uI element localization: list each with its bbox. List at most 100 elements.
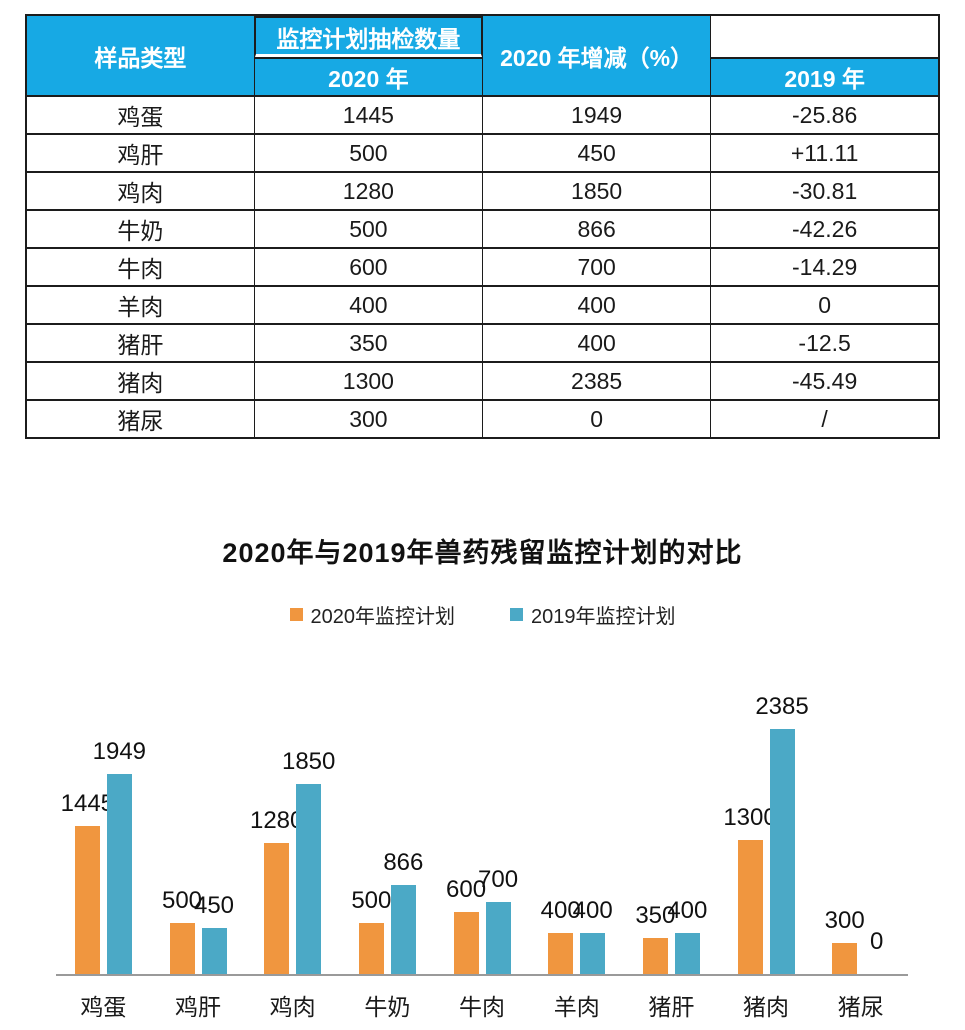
bar-group-猪尿: 300 0 xyxy=(813,725,908,974)
cell-sample-type: 鸡肉 xyxy=(25,171,255,211)
header-year-2019: 2019 年 xyxy=(710,57,940,97)
bar xyxy=(548,933,574,974)
header-change-2020: 2020 年增减（%） xyxy=(481,14,712,97)
bar-group-鸡肝: 500 450 xyxy=(151,725,246,974)
bar xyxy=(580,933,606,974)
cell-2019-count: 1850 xyxy=(481,171,712,211)
table-row: 猪肉 1300 2385 -45.49 xyxy=(25,361,940,401)
cell-2019-count: 400 xyxy=(481,323,712,363)
category-label-牛肉: 牛肉 xyxy=(459,994,506,1020)
cell-sample-type: 鸡肝 xyxy=(25,133,255,173)
bar-value-label: 600 xyxy=(445,876,487,903)
bar-value-label: 400 xyxy=(572,897,613,924)
bar xyxy=(390,885,416,974)
cell-2020-count: 1445 xyxy=(253,95,484,135)
page: 样品类型 监控计划抽检数量 2020 年增减（%） 2020 年 2019 年 … xyxy=(0,14,965,1030)
bar xyxy=(169,923,195,974)
table-row: 猪尿 300 0 / xyxy=(25,399,940,439)
bar-group-猪肉: 1300 2385 xyxy=(719,693,814,974)
table-header-row: 样品类型 监控计划抽检数量 2020 年增减（%） xyxy=(25,14,939,97)
bar-2019-牛肉: 700 xyxy=(478,725,518,974)
cell-2020-count: 300 xyxy=(253,399,484,439)
cell-sample-type: 鸡蛋 xyxy=(25,95,255,135)
plot-area: 1445 1949 500 450 1280 1850 500 866 600 700 400 400… xyxy=(56,693,908,976)
cell-2019-count: 450 xyxy=(481,133,712,173)
bar-2020-牛奶: 500 xyxy=(351,725,391,974)
cell-sample-type: 猪肝 xyxy=(25,323,255,363)
category-label-猪肉: 猪肉 xyxy=(743,994,790,1020)
bar xyxy=(642,938,668,974)
category-label-猪尿: 猪尿 xyxy=(837,994,884,1020)
chart-legend: 2020年监控计划 2019年监控计划 xyxy=(0,600,965,629)
category-label-鸡肉: 鸡肉 xyxy=(269,994,316,1020)
cell-change: -12.5 xyxy=(710,323,940,363)
legend-label-2020: 2020年监控计划 xyxy=(310,606,456,628)
bar-2020-猪肉: 1300 xyxy=(723,725,777,974)
cell-change: -42.26 xyxy=(710,209,940,249)
bar-2020-鸡肉: 1280 xyxy=(250,725,303,974)
table-row: 鸡蛋 1445 1949 -25.86 xyxy=(25,95,940,135)
cell-2020-count: 350 xyxy=(253,323,484,363)
cell-sample-type: 猪尿 xyxy=(25,399,255,439)
table-row: 鸡肉 1280 1850 -30.81 xyxy=(25,171,940,211)
category-axis: 鸡蛋 鸡肝 鸡肉 牛奶 牛肉 羊肉 猪肝 猪肉 猪尿 xyxy=(56,988,908,1022)
bar-value-label: 500 xyxy=(351,887,392,914)
chart-title: 2020年与2019年兽药残留监控计划的对比 xyxy=(222,538,743,568)
bar-group-鸡蛋: 1445 1949 xyxy=(56,725,151,974)
bar-group-羊肉: 400 400 xyxy=(529,725,624,974)
cell-change: -30.81 xyxy=(710,171,940,211)
bar xyxy=(832,943,858,974)
cell-sample-type: 猪肉 xyxy=(25,361,255,401)
bar-2019-鸡蛋: 1949 xyxy=(93,725,146,974)
bar xyxy=(453,912,479,974)
cell-2020-count: 400 xyxy=(253,285,484,325)
category-label-猪肝: 猪肝 xyxy=(648,994,695,1020)
cell-2019-count: 1949 xyxy=(481,95,712,135)
bar-value-label: 300 xyxy=(824,907,865,934)
bar xyxy=(201,928,227,974)
cell-2020-count: 500 xyxy=(253,209,484,249)
bar-group-牛奶: 500 866 xyxy=(340,725,435,974)
legend-swatch-2020-icon xyxy=(289,608,303,621)
bar-2019-牛奶: 866 xyxy=(383,725,423,974)
bar-2019-猪肉: 2385 xyxy=(755,693,809,974)
legend-swatch-2019-icon xyxy=(510,608,523,621)
bar-2019-鸡肝: 450 xyxy=(194,725,234,974)
bar-group-牛肉: 600 700 xyxy=(435,725,530,974)
bar-2019-猪肝: 400 xyxy=(667,725,707,974)
cell-change: -14.29 xyxy=(710,247,940,287)
bar-value-label: 1300 xyxy=(723,804,777,831)
category-label-鸡肝: 鸡肝 xyxy=(175,994,221,1020)
bar-2019-猪尿: 0 xyxy=(864,725,889,974)
cell-sample-type: 羊肉 xyxy=(25,285,255,325)
cell-2019-count: 0 xyxy=(481,399,712,439)
cell-2019-count: 2385 xyxy=(481,361,712,401)
bar xyxy=(737,840,763,974)
bar xyxy=(358,923,384,974)
cell-2020-count: 1300 xyxy=(253,361,484,401)
bar-value-label: 1949 xyxy=(92,738,147,765)
cell-change: 0 xyxy=(710,285,940,325)
bar-value-label: 450 xyxy=(193,892,235,919)
bar-2020-鸡肝: 500 xyxy=(162,725,202,974)
table-row: 牛奶 500 866 -42.26 xyxy=(25,209,940,249)
bar-group-鸡肉: 1280 1850 xyxy=(245,725,340,974)
bar-value-label: 400 xyxy=(540,897,581,924)
bar-value-label: 866 xyxy=(383,849,424,876)
bar-value-label: 500 xyxy=(161,887,203,914)
cell-change: -25.86 xyxy=(710,95,940,135)
cell-2019-count: 400 xyxy=(481,285,712,325)
table-row: 牛肉 600 700 -14.29 xyxy=(25,247,940,287)
bar-value-label: 2385 xyxy=(755,693,809,720)
bar-value-label: 1445 xyxy=(60,790,115,817)
residue-table: 样品类型 监控计划抽检数量 2020 年增减（%） 2020 年 2019 年 … xyxy=(25,14,940,439)
bar-2019-羊肉: 400 xyxy=(573,725,613,974)
bar xyxy=(106,774,132,974)
table-row: 猪肝 350 400 -12.5 xyxy=(25,323,940,363)
table-row: 羊肉 400 400 0 xyxy=(25,285,940,325)
header-year-2020: 2020 年 xyxy=(253,57,484,97)
cell-sample-type: 牛奶 xyxy=(25,209,255,249)
bar-value-label: 700 xyxy=(477,866,519,893)
bar-2020-鸡蛋: 1445 xyxy=(61,725,114,974)
cell-2019-count: 700 xyxy=(481,247,712,287)
